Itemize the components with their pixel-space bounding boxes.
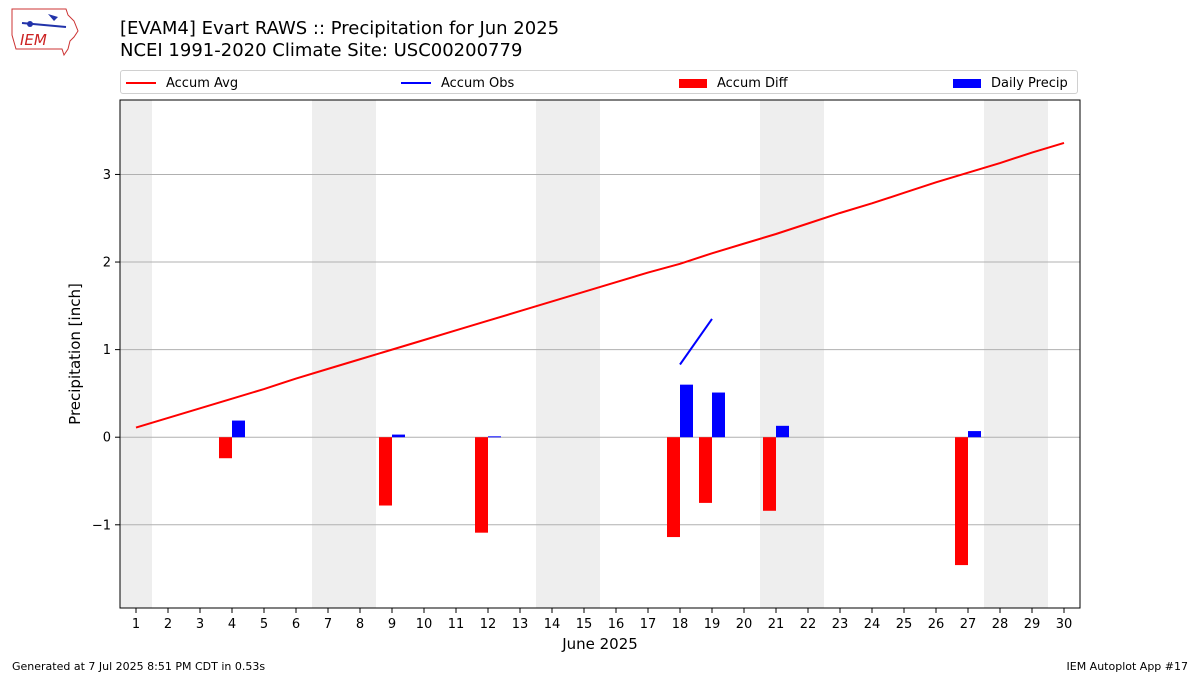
daily-precip-bar bbox=[968, 431, 981, 438]
x-tick-label: 30 bbox=[1056, 617, 1073, 632]
logo-text: IEM bbox=[20, 31, 47, 49]
legend-item-daily-precip: Daily Precip bbox=[953, 74, 1068, 92]
x-tick-label: 23 bbox=[832, 617, 849, 632]
legend-item-accum-obs: Accum Obs bbox=[401, 74, 514, 92]
accum-diff-bar bbox=[955, 437, 968, 566]
x-tick-label: 22 bbox=[800, 617, 817, 632]
daily-precip-bar bbox=[776, 425, 789, 438]
y-tick-label: 0 bbox=[103, 431, 111, 446]
iowa-outline-icon bbox=[11, 8, 79, 57]
x-tick-label: 24 bbox=[864, 617, 881, 632]
weekend-shade bbox=[792, 100, 824, 608]
chart-subtitle: NCEI 1991-2020 Climate Site: USC00200779 bbox=[120, 40, 523, 61]
x-tick-label: 14 bbox=[544, 617, 561, 632]
accum-diff-bar bbox=[667, 437, 680, 538]
accum-diff-bar bbox=[763, 437, 776, 511]
legend-swatch-accum-obs bbox=[401, 82, 431, 84]
y-tick-label: 2 bbox=[103, 256, 111, 271]
weekend-shade bbox=[1016, 100, 1048, 608]
x-tick-label: 3 bbox=[196, 617, 204, 632]
logo-node-icon bbox=[27, 21, 33, 27]
weekend-shade bbox=[568, 100, 600, 608]
x-tick-label: 1 bbox=[132, 617, 140, 632]
x-tick-label: 9 bbox=[388, 617, 396, 632]
app-note: IEM Autoplot App #17 bbox=[1066, 660, 1189, 673]
accum-diff-bar bbox=[379, 437, 392, 506]
x-tick-label: 8 bbox=[356, 617, 364, 632]
x-tick-label: 27 bbox=[960, 617, 977, 632]
legend-swatch-accum-avg bbox=[126, 82, 156, 84]
legend-label-accum-avg: Accum Avg bbox=[166, 75, 239, 91]
accum-obs-line bbox=[679, 318, 713, 366]
x-tick-label: 29 bbox=[1024, 617, 1041, 632]
logo-bird-icon bbox=[48, 14, 58, 21]
daily-precip-bar bbox=[232, 420, 245, 438]
iem-logo: IEM bbox=[11, 8, 79, 57]
daily-precip-bar bbox=[680, 384, 693, 438]
weekend-shade bbox=[120, 100, 152, 608]
x-tick-label: 5 bbox=[260, 617, 268, 632]
x-tick-label: 7 bbox=[324, 617, 332, 632]
y-tick-label: 1 bbox=[103, 343, 111, 358]
weekend-shade bbox=[344, 100, 376, 608]
x-tick-label: 10 bbox=[416, 617, 433, 632]
y-axis-label: Precipitation [inch] bbox=[66, 283, 84, 425]
x-axis-label: June 2025 bbox=[561, 635, 638, 653]
daily-precip-bar bbox=[712, 392, 725, 438]
generated-note: Generated at 7 Jul 2025 8:51 PM CDT in 0… bbox=[12, 660, 266, 673]
x-tick-label: 18 bbox=[672, 617, 689, 632]
daily-precip-bar bbox=[488, 436, 501, 438]
x-tick-label: 13 bbox=[512, 617, 529, 632]
x-tick-label: 19 bbox=[704, 617, 721, 632]
daily-precip-bar bbox=[392, 434, 405, 438]
x-tick-label: 20 bbox=[736, 617, 753, 632]
x-tick-label: 28 bbox=[992, 617, 1009, 632]
legend-label-accum-obs: Accum Obs bbox=[441, 75, 515, 91]
weekend-shade bbox=[312, 100, 344, 608]
legend-label-daily-precip: Daily Precip bbox=[991, 75, 1068, 91]
x-tick-label: 4 bbox=[228, 617, 236, 632]
x-tick-label: 16 bbox=[608, 617, 625, 632]
legend-swatch-daily-precip bbox=[953, 78, 981, 88]
accum-avg-line bbox=[135, 141, 1065, 429]
y-tick-label: 3 bbox=[103, 168, 111, 183]
x-tick-label: 21 bbox=[768, 617, 785, 632]
x-tick-label: 25 bbox=[896, 617, 913, 632]
x-tick-label: 6 bbox=[292, 617, 300, 632]
weekend-shade bbox=[536, 100, 568, 608]
legend-label-accum-diff: Accum Diff bbox=[717, 75, 788, 91]
weekend-shade bbox=[760, 100, 792, 608]
legend-swatch-accum-diff bbox=[679, 78, 707, 88]
x-tick-label: 12 bbox=[480, 617, 497, 632]
weekend-shade bbox=[984, 100, 1016, 608]
accum-diff-bar bbox=[699, 437, 712, 503]
plot-frame bbox=[119, 99, 1081, 609]
x-tick-label: 26 bbox=[928, 617, 945, 632]
x-tick-label: 15 bbox=[576, 617, 593, 632]
legend-item-accum-diff: Accum Diff bbox=[679, 74, 788, 92]
accum-diff-bar bbox=[219, 437, 232, 459]
accum-diff-bar bbox=[475, 437, 488, 533]
chart-legend: Accum Avg Accum Obs Accum Diff Daily Pre… bbox=[120, 70, 1078, 94]
y-tick-label: −1 bbox=[92, 518, 111, 533]
x-tick-label: 2 bbox=[164, 617, 172, 632]
legend-item-accum-avg: Accum Avg bbox=[126, 74, 238, 92]
chart-title: [EVAM4] Evart RAWS :: Precipitation for … bbox=[120, 18, 560, 39]
x-tick-label: 17 bbox=[640, 617, 657, 632]
x-tick-label: 11 bbox=[448, 617, 465, 632]
